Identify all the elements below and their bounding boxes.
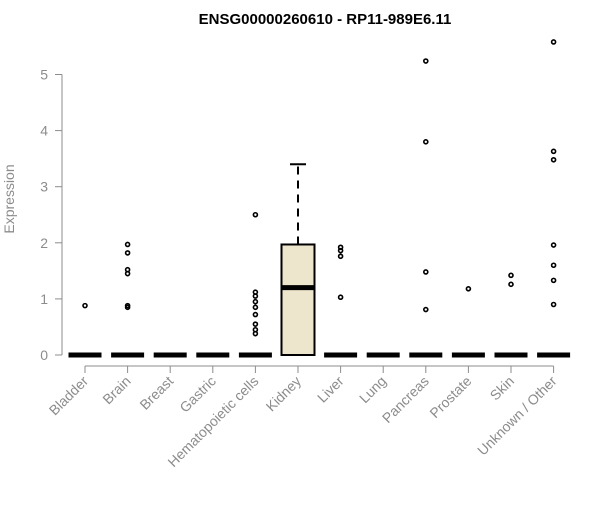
y-tick-label: 2 — [40, 235, 48, 251]
box-5 — [280, 163, 316, 356]
x-tick-label: Brain — [99, 373, 133, 407]
outlier-point — [550, 277, 557, 284]
y-axis-label: Expression — [1, 164, 17, 233]
outlier-point — [337, 294, 344, 301]
outlier-point — [252, 304, 259, 311]
y-tick-label: 1 — [40, 291, 48, 307]
outlier-point — [465, 286, 472, 292]
x-tick-label: Breast — [136, 373, 176, 413]
x-tick-label: Skin — [487, 373, 518, 404]
outlier-point — [550, 262, 557, 269]
x-tick-label: Prostate — [426, 373, 474, 421]
box-10 — [494, 272, 528, 358]
box-8 — [409, 58, 443, 358]
x-tick-label: Unknown / Other — [474, 373, 560, 459]
box-1 — [111, 241, 145, 358]
outlier-point — [422, 306, 429, 313]
outlier-point — [252, 311, 259, 318]
x-tick-label: Lung — [356, 373, 389, 406]
x-tick-label: Liver — [314, 373, 347, 406]
outlier-point — [124, 241, 131, 248]
outlier-point — [550, 242, 557, 248]
outlier-point — [508, 281, 514, 288]
outlier-point — [550, 156, 557, 163]
outlier-point — [124, 250, 131, 256]
outlier-point — [252, 326, 259, 333]
outlier-point — [422, 139, 429, 145]
outlier-point — [252, 211, 259, 218]
outlier-point — [422, 269, 429, 275]
outlier-point — [550, 39, 557, 45]
box-0 — [68, 302, 102, 358]
x-tick-label: Gastric — [176, 373, 219, 416]
y-axis: 0 1 2 3 4 5 — [40, 67, 63, 363]
x-tick-label: Kidney — [263, 373, 305, 415]
outlier-point — [252, 321, 259, 327]
box-6 — [324, 244, 358, 358]
y-tick-label: 0 — [40, 347, 48, 363]
outlier-point — [82, 302, 88, 309]
box-4 — [238, 211, 272, 358]
y-tick-label: 4 — [40, 123, 48, 139]
boxes-group — [68, 39, 571, 358]
x-tick-label: Bladder — [46, 373, 92, 419]
y-tick-label: 5 — [40, 67, 48, 83]
outlier-point — [337, 253, 344, 260]
outlier-point — [422, 58, 429, 64]
chart-title: ENSG00000260610 - RP11-989E6.11 — [199, 11, 452, 28]
outlier-point — [124, 266, 131, 273]
x-tick-label: Pancreas — [379, 373, 432, 426]
box-11 — [537, 39, 571, 358]
outlier-point — [550, 301, 557, 308]
outlier-point — [124, 302, 131, 309]
box-body — [280, 243, 316, 356]
outlier-point — [252, 289, 259, 295]
outlier-point — [550, 148, 557, 155]
outlier-point — [508, 272, 514, 279]
box-9 — [451, 286, 485, 358]
y-tick-label: 3 — [40, 179, 48, 195]
outlier-point — [252, 298, 259, 305]
outlier-point — [337, 244, 344, 251]
